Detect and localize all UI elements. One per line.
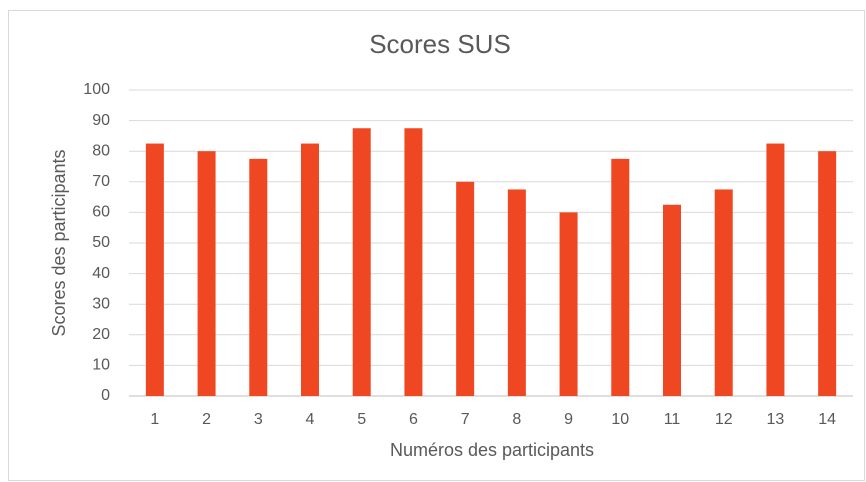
- bar: [301, 143, 319, 396]
- x-tick-label: 9: [564, 411, 573, 428]
- x-tick-label: 6: [409, 411, 418, 428]
- x-axis-title: Numéros des participants: [390, 440, 594, 460]
- y-tick-label: 70: [92, 173, 110, 190]
- x-tick-label: 4: [306, 411, 315, 428]
- x-tick-label: 13: [767, 411, 785, 428]
- y-axis-title: Scores des participants: [49, 149, 69, 336]
- x-tick-label: 14: [818, 411, 836, 428]
- y-tick-label: 100: [83, 81, 110, 98]
- bar: [197, 151, 216, 396]
- y-tick-label: 40: [92, 265, 110, 282]
- bar: [611, 158, 630, 396]
- y-tick-label: 80: [92, 142, 110, 159]
- bar: [145, 143, 164, 396]
- bar: [249, 158, 268, 396]
- y-tick-label: 90: [92, 112, 110, 129]
- bar: [766, 143, 785, 396]
- x-tick-label: 3: [254, 411, 263, 428]
- x-tick-label: 7: [461, 411, 470, 428]
- bar: [507, 189, 526, 396]
- bar: [559, 212, 578, 396]
- x-tick-label: 11: [664, 411, 681, 428]
- x-tick-label: 12: [715, 411, 733, 428]
- bar: [714, 189, 733, 396]
- y-tick-label: 0: [101, 387, 110, 404]
- bar: [663, 204, 681, 396]
- y-tick-label: 50: [92, 234, 110, 251]
- y-tick-label: 20: [92, 326, 110, 343]
- y-tick-label: 30: [92, 295, 110, 312]
- y-tick-label: 60: [92, 204, 110, 221]
- bar: [352, 128, 371, 396]
- x-tick-label: 1: [150, 411, 159, 428]
- x-tick-label: 5: [357, 411, 366, 428]
- bar: [818, 151, 837, 396]
- bar: [456, 181, 475, 396]
- chart-frame: [8, 10, 865, 481]
- x-tick-label: 8: [512, 411, 521, 428]
- y-tick-label: 10: [92, 357, 110, 374]
- x-tick-label: 10: [611, 411, 629, 428]
- chart-title: Scores SUS: [369, 29, 511, 59]
- x-tick-label: 2: [202, 411, 211, 428]
- bar: [404, 128, 423, 396]
